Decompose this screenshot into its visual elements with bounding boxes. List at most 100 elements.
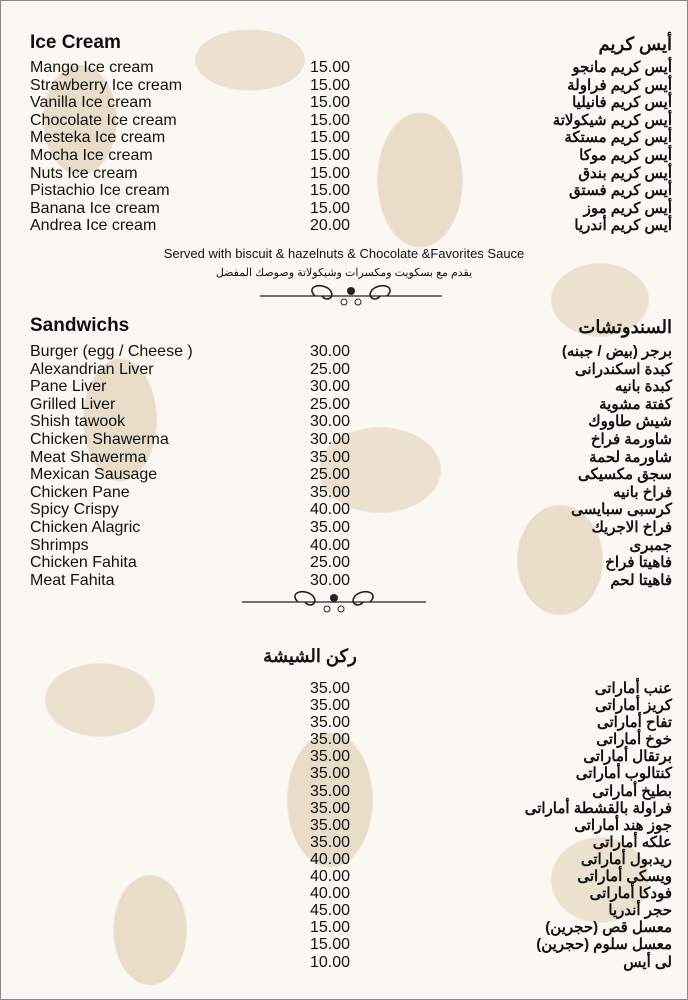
item-name: Strawberry Ice cream — [30, 76, 183, 94]
item-name: Nuts Ice cream — [30, 164, 138, 182]
item-price: 30.00 — [310, 378, 351, 396]
item-price: 30.00 — [310, 430, 351, 448]
item-name: Mesteka Ice cream — [30, 129, 166, 147]
menu-item: 35.00 بطيخ أماراتى — [0, 783, 688, 800]
item-price: 35.00 — [310, 833, 351, 851]
item-name-ar: بطيخ أماراتى — [592, 782, 672, 800]
menu-item: 35.00 برتقال أماراتى — [0, 748, 688, 765]
item-price: 40.00 — [310, 885, 351, 903]
item-price: 30.00 — [310, 413, 351, 431]
item-price: 35.00 — [310, 697, 351, 715]
item-price: 15.00 — [310, 111, 351, 129]
item-name: Chocolate Ice cream — [30, 111, 177, 129]
item-price: 40.00 — [310, 850, 351, 868]
ice-cream-note-ar: يقدم مع بسكويت ومكسرات وشيكولاتة وصوصك ا… — [215, 267, 473, 279]
menu-item: 10.00 لى أيس — [0, 954, 688, 971]
item-price: 35.00 — [310, 799, 351, 817]
item-name-ar: شاورمة لحمة — [589, 448, 672, 466]
item-name-ar: أيس كريم فانيليا — [572, 94, 672, 112]
menu-item: 35.00 تفاح أماراتى — [0, 714, 688, 731]
menu-item: Mango Ice cream 15.00 أيس كريم مانجو — [0, 59, 688, 77]
item-name-ar: فراخ بانيه — [613, 483, 672, 501]
ornament-divider — [242, 590, 426, 613]
item-name-ar: أيس كريم بندق — [578, 164, 672, 182]
item-name-ar: ريدبول أماراتى — [580, 850, 672, 868]
item-name-ar: فاهيتا لحم — [610, 571, 672, 589]
menu-item: Chicken Shawerma 30.00 شاورمة فراخ — [0, 431, 688, 449]
menu-item: Alexandrian Liver 25.00 كبدة اسكندرانى — [0, 361, 688, 379]
item-price: 15.00 — [310, 94, 351, 112]
item-name: Chicken Shawerma — [30, 430, 169, 448]
item-name-ar: كرسبى سبايسى — [571, 501, 672, 519]
ice-cream-title: Ice Cream — [30, 32, 121, 53]
menu-item: Mexican Sausage 25.00 سجق مكسيكى — [0, 466, 688, 484]
item-name-ar: أيس كريم مستكة — [564, 129, 672, 147]
menu-item: 40.00 ويسكى أماراتى — [0, 868, 688, 885]
item-name: Chicken Pane — [30, 483, 130, 501]
item-price: 35.00 — [310, 448, 351, 466]
item-price: 15.00 — [310, 936, 351, 954]
item-price: 15.00 — [310, 59, 351, 76]
item-price: 35.00 — [310, 483, 351, 501]
item-name-ar: لى أيس — [623, 953, 672, 971]
item-name-ar: كريز أماراتى — [595, 697, 672, 715]
item-price: 35.00 — [310, 518, 351, 536]
item-price: 25.00 — [310, 395, 351, 413]
item-name-ar: فودكا أماراتى — [589, 885, 672, 903]
item-name: Banana Ice cream — [30, 199, 160, 217]
item-name: Alexandrian Liver — [30, 360, 154, 378]
menu-item: 35.00 علكه أماراتى — [0, 834, 688, 851]
menu-item: 35.00 جوز هند أماراتى — [0, 817, 688, 834]
item-name: Spicy Crispy — [30, 501, 119, 519]
menu-item: Strawberry Ice cream 15.00 أيس كريم فراولة — [0, 77, 688, 95]
item-name-ar: أيس كريم موكا — [579, 146, 672, 164]
sandwiches-title-ar: السندوتشات — [578, 317, 672, 337]
item-name-ar: خوخ أماراتى — [596, 731, 672, 749]
item-name-ar: تفاح أماراتى — [596, 714, 672, 732]
item-name-ar: كبدة اسكندرانى — [574, 360, 672, 378]
item-name-ar: عنب أماراتى — [594, 680, 672, 697]
item-price: 20.00 — [310, 217, 351, 235]
item-name-ar: ويسكى أماراتى — [577, 868, 672, 886]
item-name: Grilled Liver — [30, 395, 116, 413]
item-price: 30.00 — [310, 571, 351, 589]
shisha-list: 35.00 عنب أماراتى 35.00 كريز أماراتى 35.00 تف… — [0, 680, 688, 971]
menu-item: 35.00 كريز أماراتى — [0, 697, 688, 714]
item-price: 15.00 — [310, 182, 351, 200]
item-price: 40.00 — [310, 868, 351, 886]
item-name-ar: برجر (بيض / جبنه) — [561, 343, 672, 360]
item-price: 25.00 — [310, 554, 351, 572]
menu-item: Pistachio Ice cream 15.00 أيس كريم فستق — [0, 182, 688, 200]
menu-item: Shrimps 40.00 جمبرى — [0, 537, 688, 555]
item-name: Vanilla Ice cream — [30, 94, 152, 112]
item-name: Mocha Ice cream — [30, 146, 153, 164]
menu-item: Banana Ice cream 15.00 أيس كريم موز — [0, 200, 688, 218]
item-price: 35.00 — [310, 748, 351, 766]
item-price: 25.00 — [310, 466, 351, 484]
sandwiches-list: Burger (egg / Cheese ) 30.00 برجر (بيض / ج… — [0, 343, 688, 589]
item-name-ar: معسل سلوم (حجرين) — [536, 936, 672, 954]
item-price: 35.00 — [310, 714, 351, 732]
item-name: Andrea Ice cream — [30, 217, 157, 235]
menu-item: Chocolate Ice cream 15.00 أيس كريم شيكولات… — [0, 112, 688, 130]
item-price: 45.00 — [310, 902, 351, 920]
menu-item: Mesteka Ice cream 15.00 أيس كريم مستكة — [0, 129, 688, 147]
item-name-ar: أيس كريم فستق — [569, 182, 672, 200]
item-price: 35.00 — [310, 782, 351, 800]
item-name-ar: أيس كريم شيكولاتة — [552, 111, 672, 129]
ornament-divider — [260, 284, 442, 306]
item-price: 15.00 — [310, 146, 351, 164]
item-price: 35.00 — [310, 680, 351, 697]
item-name-ar: كفتة مشوية — [599, 395, 672, 413]
item-name-ar: جوز هند أماراتى — [574, 816, 672, 834]
menu-item: Chicken Fahita 25.00 فاهيتا فراخ — [0, 554, 688, 572]
item-name-ar: شاورمة فراخ — [590, 430, 672, 448]
item-name-ar: معسل قص (حجرين) — [545, 919, 672, 937]
menu-item: 35.00 فراولة بالقشطة أماراتى — [0, 800, 688, 817]
item-name: Mexican Sausage — [30, 466, 158, 484]
item-name-ar: فراولة بالقشطة أماراتى — [524, 799, 672, 817]
item-name: Burger (egg / Cheese ) — [30, 343, 193, 360]
sandwiches-title: Sandwichs — [30, 315, 130, 336]
menu-item: Meat Fahita 30.00 فاهيتا لحم — [0, 572, 688, 590]
